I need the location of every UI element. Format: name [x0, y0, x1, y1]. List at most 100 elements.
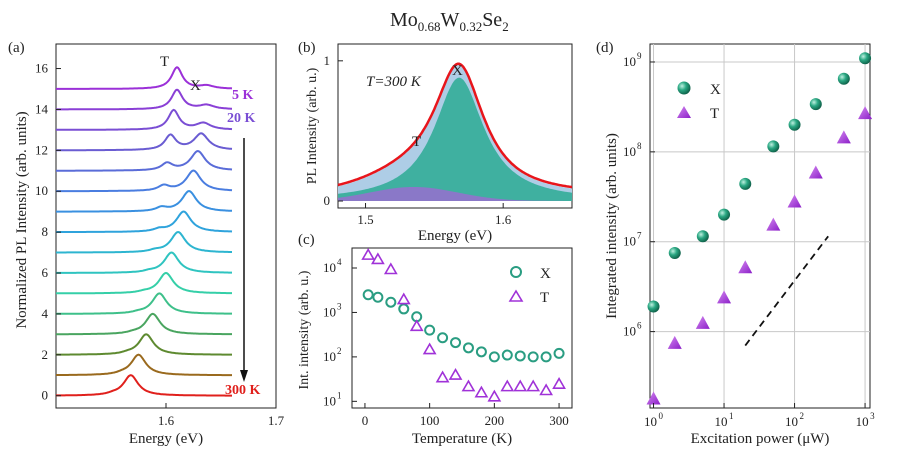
- legend-c-t-label: T: [540, 290, 549, 306]
- label-300k: 300 K: [225, 383, 261, 398]
- t-data-point: [409, 319, 424, 332]
- x-tick-label: 0: [362, 413, 369, 428]
- x-tick-label: 10: [785, 414, 798, 429]
- legend-c-x-marker: [510, 266, 522, 278]
- panel-d-label: (d): [596, 40, 614, 56]
- x-data-point: [372, 291, 384, 303]
- y-tick-label: 6: [42, 265, 49, 280]
- t-data-point: [539, 383, 554, 396]
- spectrum-line: [56, 230, 232, 254]
- panel-c-frame: [351, 247, 573, 409]
- x-tick-label: 10: [856, 414, 869, 429]
- panel-b-temperature: T=300 K: [366, 74, 422, 90]
- y-tick-label: 10: [323, 260, 336, 275]
- y-tick-label: 10: [623, 324, 636, 339]
- x-data-point: [527, 351, 539, 363]
- spectrum-line: [56, 108, 233, 131]
- spectrum-line: [56, 66, 233, 90]
- panel-b-xlabel: Energy (eV): [418, 228, 492, 244]
- peak-label-t: T: [160, 54, 169, 70]
- t-data-point: [461, 379, 476, 392]
- panel-b-label: (b): [298, 40, 316, 56]
- y-tick-label: 2: [42, 347, 49, 362]
- t-data-point: [513, 379, 528, 392]
- x-data-point: [837, 72, 850, 85]
- label-5k: 5 K: [232, 88, 254, 103]
- x-tick-label: 1.5: [357, 212, 373, 227]
- y-tick-exponent: 6: [637, 321, 642, 331]
- panel-c-legend: X T: [508, 266, 551, 306]
- spectrum-line: [56, 149, 233, 172]
- t-data-point: [787, 194, 802, 208]
- x-data-point: [437, 332, 449, 344]
- x-data-point: [718, 208, 731, 221]
- y-tick-label: 10: [323, 393, 336, 408]
- t-data-point: [526, 379, 541, 392]
- x-data-point: [809, 98, 822, 111]
- legend-d-t-label: T: [710, 106, 719, 122]
- y-tick-exponent: 2: [337, 346, 342, 356]
- x-data-point: [739, 177, 752, 190]
- y-tick-exponent: 4: [337, 257, 342, 267]
- panel-b-label-t: T: [412, 134, 421, 150]
- t-data-point: [474, 385, 489, 398]
- y-tick-exponent: 9: [637, 51, 642, 61]
- y-tick-label: 1: [324, 53, 331, 68]
- y-tick-label: 0: [42, 388, 49, 403]
- y-tick-label: 8: [42, 224, 49, 239]
- spectrum-line: [56, 210, 233, 233]
- panel-a: (a) 1.6 1.7 0 2 4 6 8 10 12 14 16 Energy (eV) Norm…: [8, 40, 285, 447]
- panel-b-ylabel: PL Intensity (arb. u.): [305, 67, 320, 184]
- x-data-point: [788, 118, 801, 131]
- y-tick-exponent: 1: [337, 390, 342, 400]
- t-data-point: [383, 262, 398, 275]
- t-data-point: [717, 290, 732, 304]
- x-tick-label: 100: [420, 413, 440, 428]
- y-tick-label: 10: [323, 304, 336, 319]
- t-data-point: [500, 379, 515, 392]
- y-tick-label: 10: [35, 183, 48, 198]
- x-data-point: [647, 300, 660, 313]
- peak-label-x: X: [190, 78, 201, 94]
- x-tick-label: 10: [715, 414, 728, 429]
- x-peak-area: [338, 77, 572, 201]
- x-data-point: [501, 349, 513, 361]
- spectrum-line: [56, 312, 232, 336]
- guide-line: [744, 235, 829, 347]
- x-tick-label: 300: [549, 413, 569, 428]
- t-data-point: [552, 377, 566, 389]
- t-data-point: [646, 391, 661, 405]
- figure-title: Mo0.68W0.32Se2: [390, 9, 509, 34]
- temperature-arrow-head: [240, 370, 248, 382]
- t-data-point: [435, 370, 450, 383]
- y-tick-exponent: 7: [637, 231, 642, 241]
- panel-b-label-x: X: [452, 63, 463, 79]
- t-data-point: [422, 342, 437, 355]
- panel-d-xlabel: Excitation power (μW): [691, 431, 830, 447]
- x-tick-exponent: 1: [729, 411, 734, 421]
- panel-a-ylabel: Normalized PL Intensity (arb. units): [14, 111, 30, 328]
- t-data-point: [361, 248, 376, 260]
- label-20k: 20 K: [227, 111, 256, 126]
- x-data-point: [475, 346, 487, 358]
- t-data-point: [396, 292, 411, 305]
- x-tick-label: 10: [644, 414, 657, 429]
- x-data-point: [553, 347, 565, 359]
- spectrum-line: [56, 251, 232, 274]
- panel-d-frame: [649, 43, 871, 409]
- legend-d-x-marker: [677, 81, 691, 95]
- x-tick-label: 200: [485, 413, 505, 428]
- t-data-point: [858, 106, 873, 120]
- spectrum-line: [56, 88, 232, 111]
- panel-b: (b) 1.5 1.6 0 1 Energy (eV) PL Intensity (a…: [298, 40, 573, 244]
- x-tick-exponent: 0: [659, 411, 664, 421]
- x-tick-label: 1.6: [158, 413, 175, 428]
- panel-d: (d) 10 0 10 1 10 2 10 310 610 710 810 9 Excitation …: [596, 40, 875, 447]
- legend-d-x-label: X: [710, 82, 721, 98]
- spectrum-line: [56, 132, 233, 152]
- t-peak-area: [338, 187, 572, 201]
- panel-b-frame: [337, 43, 573, 209]
- x-data-point: [398, 303, 410, 315]
- panel-a-xlabel: Energy (eV): [129, 431, 203, 447]
